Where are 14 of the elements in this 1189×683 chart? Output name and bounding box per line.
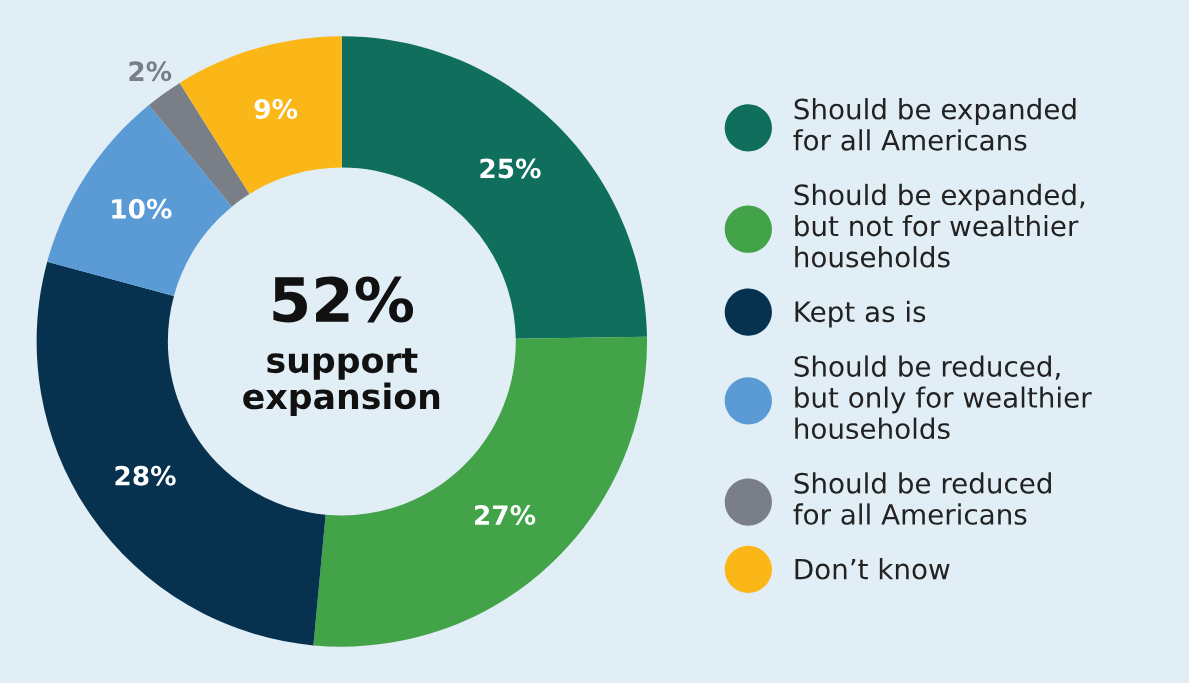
data-label: 10% — [112, 198, 172, 219]
legend-label: Should be reduced for all Americans — [793, 472, 1051, 525]
text: 52% — [273, 276, 414, 323]
legend-label: Don’t know — [795, 558, 950, 580]
text: support expansion — [243, 348, 440, 417]
data-label: 2% — [129, 61, 172, 82]
legend-label: Should be expanded, but not for wealthier households — [794, 183, 1085, 268]
data-label: 27% — [475, 505, 536, 526]
data-label: 9% — [254, 98, 298, 119]
legend-label: Should be expanded for all Americans — [793, 98, 1076, 151]
legend-label: Should be reduced, but only for wealthier households — [794, 355, 1092, 440]
legend-label: Kept as is — [795, 300, 926, 328]
data-label: 28% — [115, 465, 176, 486]
data-label: 25% — [480, 158, 541, 179]
